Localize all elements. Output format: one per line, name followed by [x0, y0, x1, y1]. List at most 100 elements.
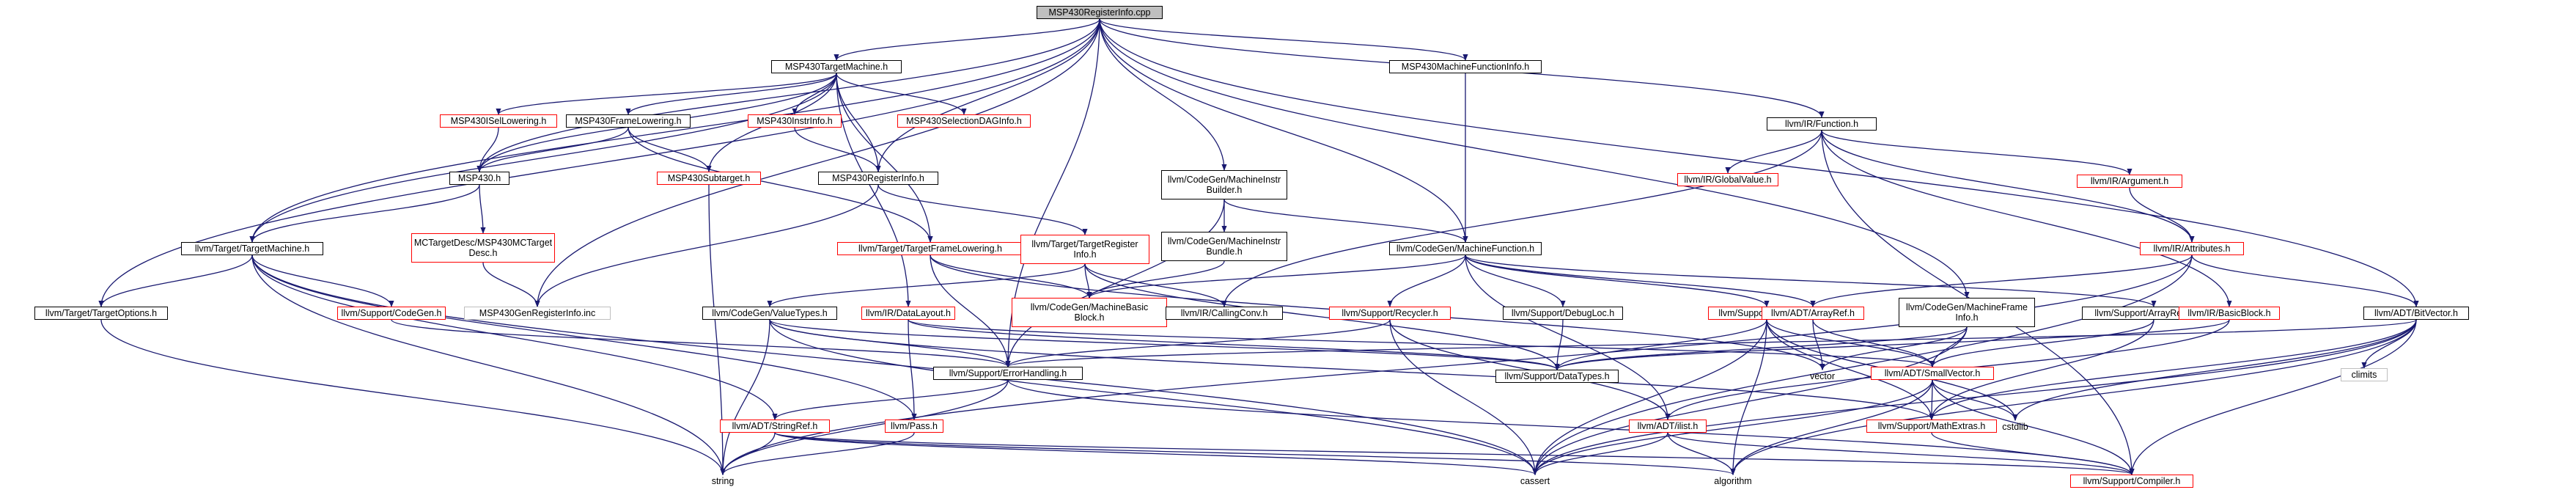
- edge-root-to-tgto: [98, 18, 1100, 307]
- node-mext[interactable]: llvm/Support/MathExtras.h: [1866, 420, 1997, 433]
- edge-tgtfl-to-mbb: [930, 255, 1092, 299]
- node-aref[interactable]: llvm/ADT/ArrayRef.h: [1762, 307, 1864, 320]
- node-pass[interactable]: llvm/Pass.h: [885, 420, 943, 433]
- edge-mf-to-ilist: [1465, 255, 1671, 420]
- edge-fn-to-attr: [1821, 130, 2195, 243]
- node-ilist[interactable]: llvm/ADT/ilist.h: [1629, 420, 1707, 433]
- edge-dl-to-pass: [908, 319, 917, 420]
- edge-arg-to-attr: [2129, 187, 2195, 243]
- edge-frl-to-tgtfl: [628, 127, 933, 243]
- edge-root-to-mib: [1099, 18, 1227, 171]
- edge-vt-to-cassert: [769, 319, 1538, 475]
- node-isel[interactable]: MSP430ISelLowering.h: [440, 114, 557, 128]
- node-mbb[interactable]: llvm/CodeGen/MachineBasic Block.h: [1012, 298, 1167, 327]
- edge-sref-to-compiler: [774, 432, 2135, 475]
- node-cc[interactable]: llvm/IR/CallingConv.h: [1166, 307, 1283, 320]
- edge-tgto-to-string: [100, 319, 726, 475]
- edge-mf-to-alloc: [1465, 255, 1770, 307]
- edge-mext-to-compiler: [1931, 432, 2135, 475]
- edge-mf-to-recy: [1387, 255, 1466, 307]
- node-gen[interactable]: MSP430GenRegisterInfo.inc: [464, 307, 611, 320]
- edge-mf-to-mbb: [1086, 255, 1466, 299]
- edge-mf-to-arec: [1465, 255, 2157, 307]
- node-dbg[interactable]: llvm/Support/DebugLoc.h: [1503, 307, 1623, 320]
- node-frl[interactable]: MSP430FrameLowering.h: [566, 114, 691, 128]
- edge-bitvec-to-cassert: [1532, 319, 2417, 475]
- edge-pass-to-string: [720, 432, 915, 475]
- edge-tm-to-reginfo: [836, 73, 881, 172]
- node-mf[interactable]: llvm/CodeGen/MachineFunction.h: [1389, 242, 1542, 255]
- edge-root-to-msp: [476, 18, 1100, 172]
- edge-bitvec-to-algorithm: [1730, 319, 2417, 475]
- edge-reginfo-to-gen: [534, 184, 879, 307]
- edge-root-to-tm: [833, 18, 1100, 61]
- edge-bitvec-to-cstdlib: [2012, 319, 2417, 421]
- edge-sv-to-compiler: [1932, 379, 2135, 475]
- node-msp[interactable]: MSP430.h: [449, 172, 509, 185]
- edge-dl-to-dt: [908, 319, 1560, 370]
- node-climits[interactable]: climits: [2341, 368, 2388, 381]
- edge-dbg-to-dt: [1554, 319, 1564, 370]
- edge-mfinfo-to-vector: [1819, 326, 1968, 370]
- node-mfi[interactable]: MSP430MachineFunctionInfo.h: [1389, 60, 1542, 73]
- node-instr[interactable]: MSP430InstrInfo.h: [748, 114, 842, 128]
- node-cstdlib: cstdlib: [2002, 422, 2028, 432]
- edge-alloc-to-algorithm: [1730, 319, 1767, 475]
- node-root[interactable]: MSP430RegisterInfo.cpp: [1037, 6, 1163, 19]
- node-tgtreg[interactable]: llvm/Target/TargetRegister Info.h: [1020, 235, 1149, 264]
- node-tgto[interactable]: llvm/Target/TargetOptions.h: [34, 307, 168, 320]
- node-eh[interactable]: llvm/Support/ErrorHandling.h: [933, 367, 1083, 380]
- edge-mib-to-eh: [1005, 199, 1225, 367]
- node-mfinfo[interactable]: llvm/CodeGen/MachineFrame Info.h: [1899, 298, 2035, 327]
- node-tgtfl[interactable]: llvm/Target/TargetFrameLowering.h: [837, 242, 1023, 255]
- edge-attr-to-cassert: [1532, 255, 2193, 475]
- edge-mf-to-dbg: [1465, 255, 1566, 307]
- node-bb[interactable]: llvm/IR/BasicBlock.h: [2179, 307, 2280, 320]
- edge-mfinfo-to-dt: [1554, 326, 1968, 370]
- edge-sv-to-cassert: [1532, 379, 1933, 475]
- edge-ilist-to-compiler: [1667, 432, 2135, 475]
- edge-ilist-to-cassert: [1532, 432, 1668, 475]
- edge-vt-to-string: [720, 319, 770, 475]
- edge-bitvec-to-eh: [1005, 319, 2417, 367]
- edge-alloc-to-cassert: [1532, 319, 1767, 475]
- node-tgtm[interactable]: llvm/Target/TargetMachine.h: [181, 242, 323, 255]
- node-vector: vector: [1809, 371, 1836, 381]
- node-compiler[interactable]: llvm/Support/Compiler.h: [2070, 475, 2193, 488]
- edge-tgtm-to-sref: [251, 255, 778, 420]
- node-sub[interactable]: MSP430Subtarget.h: [657, 172, 761, 185]
- node-mibun[interactable]: llvm/CodeGen/MachineInstr Bundle.h: [1161, 232, 1287, 261]
- edge-mf-to-aref: [1465, 255, 1816, 307]
- edge-bb-to-dt: [1554, 319, 2230, 370]
- node-recy[interactable]: llvm/Support/Recycler.h: [1329, 307, 1451, 320]
- edge-bitvec-to-compiler: [2129, 319, 2417, 475]
- node-algorithm: algorithm: [1714, 476, 1752, 486]
- node-bitvec[interactable]: llvm/ADT/BitVector.h: [2363, 307, 2469, 320]
- edge-alloc-to-mext: [1766, 319, 1935, 420]
- node-gv[interactable]: llvm/IR/GlobalValue.h: [1677, 173, 1778, 186]
- node-dl[interactable]: llvm/IR/DataLayout.h: [861, 307, 955, 320]
- node-attr[interactable]: llvm/IR/Attributes.h: [2140, 242, 2244, 255]
- node-arg[interactable]: llvm/IR/Argument.h: [2077, 175, 2182, 188]
- edge-tm-to-isel: [496, 73, 837, 115]
- edge-sv-to-cstdlib: [1932, 379, 2018, 421]
- node-mib[interactable]: llvm/CodeGen/MachineInstr Builder.h: [1161, 170, 1287, 199]
- node-vt[interactable]: llvm/CodeGen/ValueTypes.h: [702, 307, 837, 320]
- node-mcdesc[interactable]: MCTargetDesc/MSP430MCTarget Desc.h: [411, 233, 555, 263]
- node-sv[interactable]: llvm/ADT/SmallVector.h: [1871, 367, 1994, 380]
- edge-tgtm-to-tgto: [98, 255, 253, 307]
- node-seldag[interactable]: MSP430SelectionDAGInfo.h: [897, 114, 1031, 128]
- edge-tgtm-to-pass: [251, 255, 917, 420]
- node-sref[interactable]: llvm/ADT/StringRef.h: [720, 420, 830, 433]
- node-fn[interactable]: llvm/IR/Function.h: [1767, 117, 1877, 131]
- node-cg[interactable]: llvm/Support/CodeGen.h: [337, 307, 446, 320]
- node-reginfo[interactable]: MSP430RegisterInfo.h: [818, 172, 938, 185]
- node-dt[interactable]: llvm/Support/DataTypes.h: [1495, 370, 1619, 383]
- edge-recy-to-cassert: [1389, 319, 1538, 475]
- edge-tm-to-tgtm: [249, 73, 837, 243]
- edge-reginfo-to-tgtreg: [877, 184, 1088, 235]
- node-tm[interactable]: MSP430TargetMachine.h: [771, 60, 902, 73]
- edge-tgtm-to-cg: [251, 255, 394, 307]
